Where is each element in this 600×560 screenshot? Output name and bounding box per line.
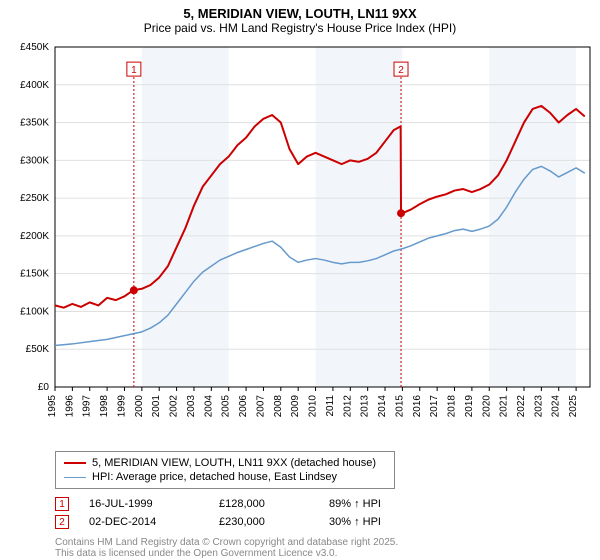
svg-text:£300K: £300K (20, 155, 49, 166)
svg-text:2021: 2021 (499, 395, 510, 418)
svg-text:£50K: £50K (26, 344, 50, 355)
svg-text:2018: 2018 (447, 395, 458, 418)
chart-title-line2: Price paid vs. HM Land Registry's House … (0, 21, 600, 35)
svg-text:1999: 1999 (116, 395, 127, 418)
svg-text:2015: 2015 (394, 395, 405, 418)
svg-text:£100K: £100K (20, 306, 49, 317)
annotation-date: 16-JUL-1999 (89, 498, 219, 510)
legend-label: HPI: Average price, detached house, East… (92, 471, 337, 483)
svg-text:2004: 2004 (203, 395, 214, 418)
svg-text:2007: 2007 (255, 395, 266, 418)
chart-area: £0 £50K £100K £150K £200K £250K £300K £350K £400… (0, 37, 600, 447)
svg-text:2017: 2017 (429, 395, 440, 418)
svg-text:2010: 2010 (308, 395, 319, 418)
svg-text:2013: 2013 (360, 395, 371, 418)
svg-text:2022: 2022 (516, 395, 527, 418)
svg-text:1998: 1998 (99, 395, 110, 418)
svg-text:2008: 2008 (273, 395, 284, 418)
legend-row: HPI: Average price, detached house, East… (64, 470, 386, 484)
svg-text:1997: 1997 (82, 395, 93, 418)
svg-text:2016: 2016 (412, 395, 423, 418)
annotation-marker: 2 (55, 515, 69, 529)
annotation-marker: 1 (55, 497, 69, 511)
annotation-date: 02-DEC-2014 (89, 516, 219, 528)
chart-title-line1: 5, MERIDIAN VIEW, LOUTH, LN11 9XX (0, 6, 600, 21)
svg-text:2019: 2019 (464, 395, 475, 418)
svg-text:£400K: £400K (20, 80, 49, 91)
svg-text:2002: 2002 (169, 395, 180, 418)
svg-text:£150K: £150K (20, 269, 49, 280)
annotation-pct: 89% ↑ HPI (329, 498, 439, 510)
footer-line1: Contains HM Land Registry data © Crown c… (55, 537, 600, 548)
svg-text:2000: 2000 (134, 395, 145, 418)
legend-box: 5, MERIDIAN VIEW, LOUTH, LN11 9XX (detac… (55, 451, 395, 489)
svg-text:2005: 2005 (221, 395, 232, 418)
svg-text:£250K: £250K (20, 193, 49, 204)
footer-block: Contains HM Land Registry data © Crown c… (55, 537, 600, 559)
svg-text:2011: 2011 (325, 395, 336, 417)
annotation-table: 1 16-JUL-1999£128,00089% ↑ HPI 2 02-DEC-201… (55, 495, 600, 531)
svg-text:£350K: £350K (20, 118, 49, 129)
svg-text:2025: 2025 (568, 395, 579, 418)
svg-text:1996: 1996 (64, 395, 75, 418)
annotation-row: 2 02-DEC-2014£230,00030% ↑ HPI (55, 513, 600, 531)
svg-text:2014: 2014 (377, 395, 388, 418)
svg-text:2024: 2024 (551, 395, 562, 418)
svg-text:2006: 2006 (238, 395, 249, 418)
svg-text:£0: £0 (38, 382, 50, 393)
svg-text:2009: 2009 (290, 395, 301, 418)
svg-text:2001: 2001 (151, 395, 162, 418)
legend-label: 5, MERIDIAN VIEW, LOUTH, LN11 9XX (detac… (92, 457, 376, 469)
svg-text:2003: 2003 (186, 395, 197, 418)
svg-text:1: 1 (131, 65, 137, 76)
svg-text:2: 2 (398, 65, 404, 76)
svg-text:2020: 2020 (481, 395, 492, 418)
legend-swatch (64, 477, 86, 478)
legend-swatch (64, 462, 86, 464)
svg-text:£450K: £450K (20, 42, 49, 53)
annotation-price: £230,000 (219, 516, 329, 528)
svg-text:2012: 2012 (342, 395, 353, 418)
legend-row: 5, MERIDIAN VIEW, LOUTH, LN11 9XX (detac… (64, 456, 386, 470)
svg-text:1995: 1995 (47, 395, 58, 418)
chart-svg: £0 £50K £100K £150K £200K £250K £300K £350K £400… (0, 37, 600, 447)
svg-text:2023: 2023 (533, 395, 544, 418)
chart-title-block: 5, MERIDIAN VIEW, LOUTH, LN11 9XX Price … (0, 0, 600, 37)
annotation-pct: 30% ↑ HPI (329, 516, 439, 528)
footer-line2: This data is licensed under the Open Gov… (55, 548, 600, 559)
svg-text:£200K: £200K (20, 231, 49, 242)
annotation-price: £128,000 (219, 498, 329, 510)
annotation-row: 1 16-JUL-1999£128,00089% ↑ HPI (55, 495, 600, 513)
